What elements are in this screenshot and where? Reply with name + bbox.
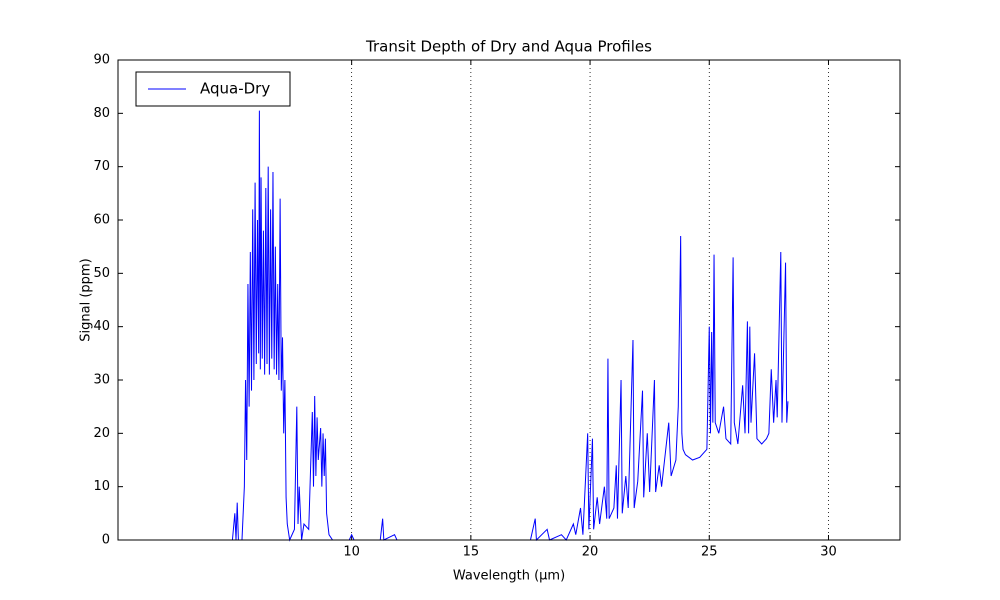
- y-tick-label: 70: [93, 159, 110, 174]
- legend-label: Aqua-Dry: [200, 80, 270, 98]
- x-tick-label: 15: [463, 545, 480, 560]
- x-tick-label: 20: [582, 545, 599, 560]
- y-tick-label: 0: [102, 533, 110, 548]
- x-axis-label: Wavelength (μm): [453, 569, 565, 584]
- y-tick-label: 50: [93, 266, 110, 281]
- y-tick-label: 20: [93, 426, 110, 441]
- y-axis-label: Signal (ppm): [79, 258, 94, 341]
- y-tick-label: 60: [93, 213, 110, 228]
- chart-title: Transit Depth of Dry and Aqua Profiles: [365, 38, 652, 56]
- x-tick-label: 25: [701, 545, 718, 560]
- y-tick-label: 10: [93, 479, 110, 494]
- x-tick-label: 30: [820, 545, 837, 560]
- y-tick-label: 80: [93, 106, 110, 121]
- data-line: [231, 110, 789, 542]
- y-tick-label: 30: [93, 373, 110, 388]
- y-tick-label: 40: [93, 319, 110, 334]
- x-tick-label: 10: [343, 545, 360, 560]
- y-tick-label: 90: [93, 53, 110, 68]
- plot-frame: [117, 59, 901, 541]
